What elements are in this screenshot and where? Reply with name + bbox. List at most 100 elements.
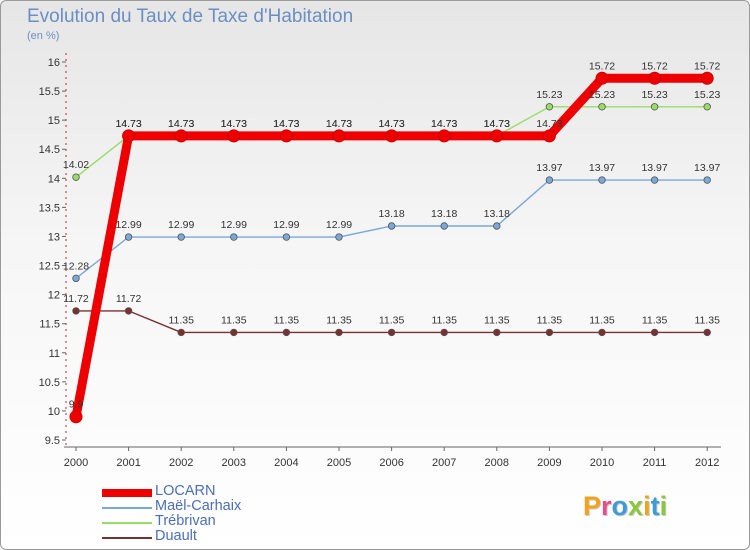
legend-swatch [102,537,152,539]
data-label: 11.35 [221,314,247,326]
data-point [545,328,554,337]
data-point [437,129,451,143]
legend-label: Maël-Carhaix [155,498,242,514]
data-point [230,233,238,241]
data-point [230,328,238,337]
data-label: 14.73 [326,118,352,130]
data-label: 11.35 [537,314,563,326]
y-tick-label: 10.5 [39,377,60,389]
data-point [700,71,714,85]
data-point [332,129,346,143]
y-tick-label: 10 [48,406,60,418]
x-tick-label: 2006 [379,457,403,469]
y-tick-label: 14 [48,173,60,185]
data-label: 15.72 [589,60,615,72]
data-label: 15.23 [536,89,562,101]
data-point [335,328,343,337]
data-point [72,307,80,315]
data-label: 14.73 [326,118,352,130]
data-point [385,129,399,143]
data-point [387,222,396,230]
data-point [122,129,136,143]
data-point [124,233,133,241]
data-label: 14.73 [536,118,562,130]
x-tick-label: 2005 [327,457,351,469]
data-point [598,103,606,111]
data-point [595,71,609,85]
legend-swatch [102,522,152,524]
data-label: 14.73 [221,118,247,130]
x-tick-label: 2007 [432,457,456,469]
data-point [650,103,659,111]
data-point [335,233,343,241]
data-point [648,71,662,85]
data-label: 11.72 [116,293,142,305]
data-label: 11.35 [379,314,405,326]
y-tick-label: 11 [49,348,60,360]
data-label: 15.23 [589,89,615,101]
data-label: 14.73 [273,118,299,130]
logo-letter: i [643,491,651,521]
logo-letter: i [659,491,668,521]
logo-letter: x [628,491,644,521]
data-label: 14.73 [378,118,404,130]
data-point [227,129,241,143]
data-label: 15.23 [694,89,720,101]
y-tick-label: 11.5 [39,319,60,331]
data-label: 15.72 [641,60,667,72]
data-label: 11.35 [431,314,457,326]
data-label: 13.97 [694,162,720,174]
data-point [545,103,554,111]
data-point [387,328,396,337]
data-label: 14.73 [221,118,247,130]
data-label: 14.73 [168,118,194,130]
logo-letter: r [601,491,612,521]
y-tick-label: 15 [48,115,60,127]
x-tick-label: 2012 [695,457,719,469]
data-point [598,328,606,337]
data-label: 14.73 [484,118,510,130]
data-label: 14.73 [168,118,194,130]
data-point [69,410,83,424]
data-label: 12.99 [326,219,352,231]
logo-letter: o [611,491,629,521]
data-point [279,129,293,143]
x-tick-label: 2008 [485,457,509,469]
logo-letter: P [583,491,602,521]
legend-swatch [102,507,152,509]
data-point [440,328,448,337]
data-point [703,176,711,184]
data-label: 11.35 [642,314,668,326]
data-label: 14.73 [115,118,141,130]
data-point [490,129,504,143]
chart-title: Evolution du Taux de Taxe d'Habitation [27,6,354,27]
data-label: 11.35 [484,314,510,326]
data-label: 13.97 [589,162,615,174]
x-tick-label: 2003 [222,457,246,469]
y-tick-label: 15.5 [39,86,60,98]
data-label: 9.9 [69,399,84,411]
data-label: 11.35 [168,314,194,326]
data-label: 11.35 [589,314,615,326]
legend-label: Duault [155,528,197,544]
logo-letter: t [650,491,660,521]
legend-swatch [102,489,152,497]
data-label: 14.73 [378,118,404,130]
data-point [493,222,501,230]
proxiti-logo: Proxiti [583,491,667,522]
y-tick-label: 13 [48,231,60,243]
legend-label: LOCARN [155,483,216,499]
data-point [282,328,291,337]
data-label: 15.23 [641,89,667,101]
data-label: 14.73 [273,118,299,130]
data-point [703,103,711,111]
x-tick-label: 2002 [169,457,193,469]
data-label: 11.72 [63,293,89,305]
data-label: 14.73 [431,118,457,130]
data-point [177,233,185,241]
data-point [282,233,291,241]
series-ma-l-carhaix [72,176,711,283]
data-label: 14.73 [115,118,141,130]
